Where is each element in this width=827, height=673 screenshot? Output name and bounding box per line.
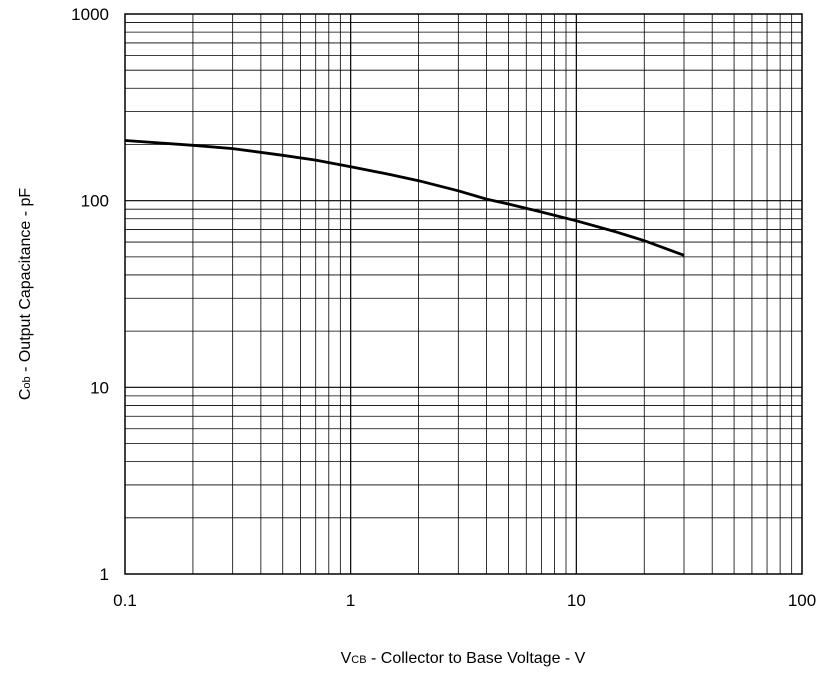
plot-frame: [124, 13, 803, 575]
x-tick-label: 10: [567, 591, 586, 610]
y-tick-label: 100: [81, 192, 109, 211]
y-tick-labels: 1 10 100 1000: [71, 5, 109, 584]
x-tick-labels: 0.1 1 10 100: [113, 591, 816, 610]
y-tick-label: 1000: [71, 5, 109, 24]
capacitance-curve: [124, 139, 685, 257]
y-axis-title: Cob - Output Capacitance - pF: [17, 188, 34, 401]
y-tick-label: 10: [90, 378, 109, 397]
x-tick-label: 100: [788, 591, 816, 610]
x-tick-label: 1: [346, 591, 355, 610]
x-axis-title: VCB - Collector to Base Voltage - V: [341, 650, 586, 667]
x-tick-label: 0.1: [113, 591, 137, 610]
y-tick-label: 1: [100, 565, 109, 584]
grid: [125, 14, 802, 574]
